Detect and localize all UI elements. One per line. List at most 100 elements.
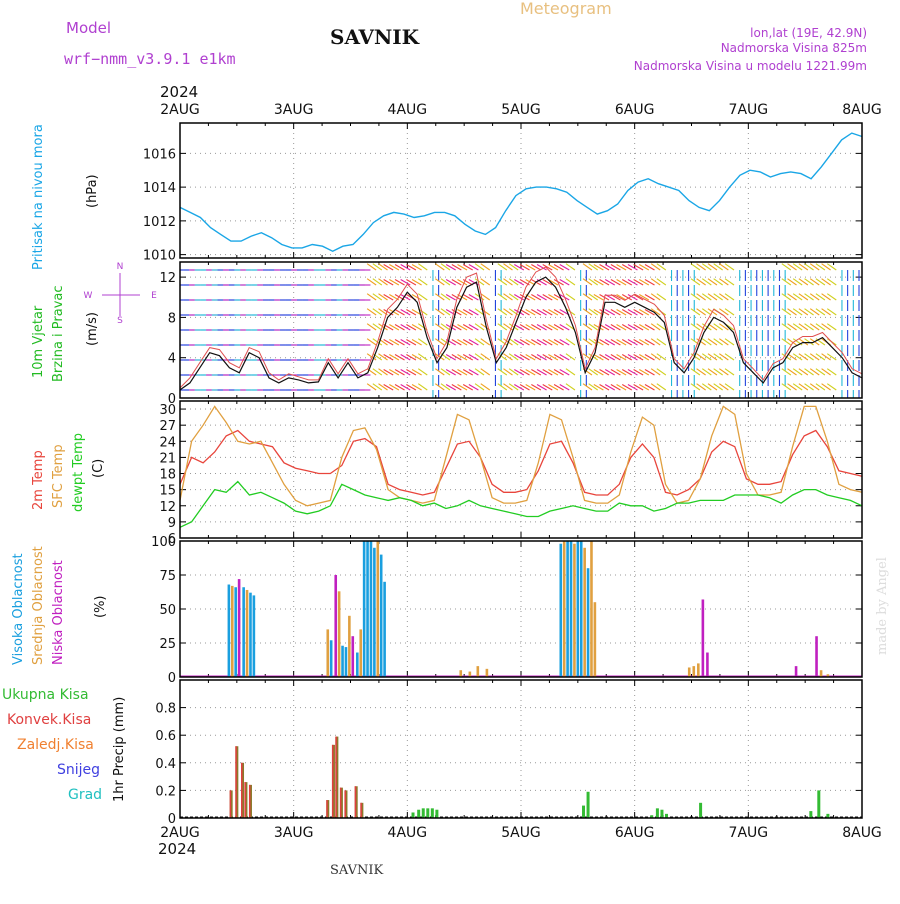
wind-barb — [462, 264, 473, 271]
wind-barb — [650, 353, 661, 361]
cloud-bar-mid — [245, 589, 249, 677]
wind-barb — [394, 369, 405, 376]
wind-barb — [804, 323, 814, 331]
wind-barb — [707, 368, 718, 376]
wind-barb — [621, 279, 633, 286]
wind-barb — [548, 384, 559, 391]
wind-barb — [519, 294, 530, 301]
wind-barb — [588, 323, 599, 331]
wind-barb — [542, 339, 553, 346]
wind-barb — [445, 354, 456, 361]
wind-barb — [514, 354, 525, 361]
cloud-bar-high — [366, 541, 369, 677]
wind-barb — [821, 383, 831, 391]
wind-barb — [713, 278, 723, 286]
wind-barb — [536, 354, 547, 361]
wind-barb — [417, 263, 428, 271]
wind-barb — [400, 324, 411, 331]
wind-barb — [440, 293, 451, 301]
cloud-bar-high — [252, 595, 256, 677]
wind-barb — [639, 384, 650, 391]
precip-legend-snow: Snijeg — [57, 762, 100, 778]
wind-barb — [650, 383, 661, 391]
wind-barb — [451, 324, 462, 331]
x-day-label-top: 8AUG — [842, 102, 882, 118]
wind-barb — [650, 323, 661, 331]
sfc-temp-line — [179, 405, 863, 507]
wind-barb — [582, 323, 593, 331]
cloud-bar-low — [815, 636, 818, 677]
wind-barb — [553, 279, 564, 286]
wind-barb — [480, 338, 491, 346]
wind-barb — [406, 324, 417, 331]
wind-barb — [724, 338, 735, 346]
wind-barb — [462, 354, 473, 361]
wind-barb — [548, 354, 559, 361]
wind-barb — [411, 294, 422, 301]
wind-barb — [826, 263, 837, 271]
x-day-label-bottom: 4AUG — [388, 825, 428, 841]
wind-barb — [565, 368, 576, 376]
wind-barb — [701, 338, 712, 346]
wind-barb — [457, 324, 468, 331]
wind-barb — [787, 278, 797, 286]
pressure-ylabel: Pritisak na nivou mora — [31, 124, 46, 270]
wind-barb — [639, 294, 650, 301]
y-tick-label: 6 — [168, 532, 176, 547]
wind-barb — [644, 309, 655, 316]
wind-barb — [804, 383, 814, 391]
wind-barb — [719, 338, 729, 346]
wind-barb — [644, 264, 655, 271]
wind-barb — [627, 384, 638, 391]
wind-barb — [701, 323, 712, 331]
wind-barb — [559, 354, 570, 361]
temp-unit: (C) — [91, 459, 106, 478]
wind-barb — [445, 264, 456, 271]
wind-barb — [826, 383, 837, 391]
wind-barb — [440, 263, 451, 271]
wind-barb — [531, 339, 542, 346]
wind-barb — [610, 279, 621, 286]
temp-ylabel-1: 2m Temp — [31, 450, 46, 510]
wind-barb — [378, 293, 388, 301]
wind-barb — [514, 309, 525, 316]
wind-barb — [503, 383, 513, 391]
wind-barb — [536, 339, 547, 346]
wind-barb — [639, 309, 650, 316]
wind-barb — [713, 263, 723, 271]
wind-barb — [525, 324, 536, 331]
wind-barb — [787, 263, 797, 271]
wind-barb — [616, 279, 627, 286]
wind-barb — [633, 339, 644, 346]
pressure-line — [179, 132, 863, 252]
wind-barb — [639, 354, 650, 361]
wind-barb — [610, 309, 621, 316]
precip-bar — [809, 811, 813, 818]
y-tick-label: 21 — [159, 451, 176, 466]
precip-legend-hail: Grad — [68, 787, 102, 803]
y-tick-label: 50 — [159, 603, 176, 618]
wind-barb — [616, 369, 627, 376]
cloud-bar-mid — [476, 666, 480, 677]
wind-barb — [792, 353, 803, 361]
wind-barb — [468, 369, 479, 376]
wind-barb — [650, 278, 661, 286]
wind-barb — [792, 323, 803, 331]
wind-barb — [383, 384, 394, 391]
wind-barb — [497, 353, 508, 361]
wind-barb — [417, 353, 428, 361]
wind-barb — [474, 338, 485, 346]
wind-barb — [378, 263, 388, 271]
wind-barb — [559, 279, 570, 286]
wind-barb — [406, 339, 417, 346]
cloud-bar-mid — [819, 670, 823, 677]
wind-barb — [400, 339, 411, 346]
wind-ylabel-2: Brzina i Pravac — [51, 285, 66, 382]
wind-barb — [445, 369, 456, 376]
wind-barb — [531, 264, 542, 271]
wind-barb — [434, 293, 445, 301]
wind-barb — [650, 368, 661, 376]
wind-barb — [633, 324, 644, 331]
wind-barb — [400, 309, 411, 316]
wind-barb — [468, 294, 479, 301]
